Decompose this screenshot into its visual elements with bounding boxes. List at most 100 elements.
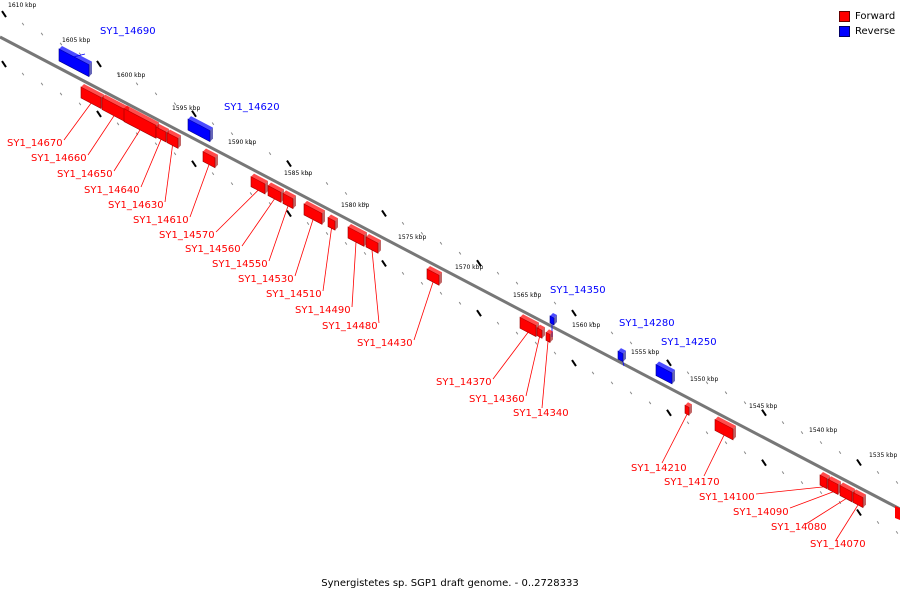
gene-label-sy1_14660[interactable]: SY1_14660 [31,153,87,164]
minor-tick [401,271,405,275]
gene-feature-top [59,45,92,65]
minor-tick [268,152,272,156]
gene-feature-side [265,180,268,194]
gene-label-sy1_14510[interactable]: SY1_14510 [266,289,322,300]
gene-feature-side [863,494,866,508]
gene-label-sy1_14620[interactable]: SY1_14620 [224,102,280,113]
gene-label-sy1_14530[interactable]: SY1_14530 [238,274,294,285]
gene-feature-top [656,361,675,373]
gene-label-sy1_14490[interactable]: SY1_14490 [295,305,351,316]
gene-label-sy1_14360[interactable]: SY1_14360 [469,394,525,405]
gene-label-sy1_14350[interactable]: SY1_14350 [550,285,606,296]
gene-feature-top [550,312,557,319]
gene-label-sy1_14550[interactable]: SY1_14550 [212,259,268,270]
genome-caption: Synergistetes sp. SGP1 draft genome. - 0… [321,578,579,589]
leader-line [703,435,725,477]
minor-tick [458,251,462,255]
gene-feature-top [537,324,545,331]
gene-label-sy1_14690[interactable]: SY1_14690 [100,26,156,37]
gene-label-sy1_14170[interactable]: SY1_14170 [664,477,720,488]
gene-feature-top [840,482,855,492]
minor-tick [59,42,63,46]
minor-tick [249,192,253,196]
coordinate-label: 1550 kbp [690,376,718,383]
gene-label-sy1_14210[interactable]: SY1_14210 [631,463,687,474]
coordinate-label: 1610 kbp [8,2,36,9]
gene-label-sy1_14280[interactable]: SY1_14280 [619,318,675,329]
major-tick [191,160,197,168]
gene-feature-top [427,265,442,276]
minor-tick [344,191,348,195]
minor-tick [515,331,519,335]
minor-tick [800,431,804,435]
gene-label-sy1_14610[interactable]: SY1_14610 [133,215,189,226]
gene-label-sy1_14100[interactable]: SY1_14100 [699,492,755,503]
leader-line [541,341,549,409]
gene-label-sy1_14080[interactable]: SY1_14080 [771,522,827,533]
leader-line [113,129,141,172]
minor-tick [724,391,728,395]
minor-tick [325,232,329,235]
gene-feature-side [210,127,213,142]
minor-tick [363,201,367,205]
coordinate-labels: 1610 kbp 1605 kbp 1600 kbp 1595 kbp 1590 kbp… [8,2,897,459]
gene-feature-top [618,348,626,354]
leader-line [789,491,834,509]
gene-label-sy1_14640[interactable]: SY1_14640 [84,185,140,196]
gene-label-sy1_14630[interactable]: SY1_14630 [108,200,164,211]
minor-tick [895,530,899,534]
gene-label-sy1_14090[interactable]: SY1_14090 [733,507,789,518]
minor-tick [249,142,253,146]
leader-line [805,498,847,525]
gene-feature-side [322,210,325,225]
gene-label-sy1_14070[interactable]: SY1_14070 [810,539,866,550]
minor-tick [401,221,405,225]
gene-label-sy1_14570[interactable]: SY1_14570 [159,230,215,241]
gene-label-sy1_14560[interactable]: SY1_14560 [185,244,241,255]
minor-tick [173,102,177,106]
minor-tick [895,480,899,484]
major-tick [381,209,387,217]
major-tick [761,459,767,467]
minor-tick [40,82,44,86]
gene-label-sy1_14250[interactable]: SY1_14250 [661,337,717,348]
minor-tick [743,401,747,405]
gene-feature-top [283,190,296,199]
gene-label-sy1_14480[interactable]: SY1_14480 [322,321,378,332]
minor-tick [553,351,557,355]
minor-tick [705,381,709,385]
major-tick [381,259,387,267]
leader-line [268,205,289,262]
minor-tick [534,341,538,345]
gene-label-sy1_14340[interactable]: SY1_14340 [513,408,569,419]
gene-label-sy1_14370[interactable]: SY1_14370 [436,377,492,388]
minor-tick [439,291,443,295]
minor-tick [838,451,842,455]
gene-label-sy1_14650[interactable]: SY1_14650 [57,169,113,180]
gene-feature-side [178,135,181,149]
minor-tick [553,301,557,305]
gene-label-sy1_14430[interactable]: SY1_14430 [357,338,413,349]
minor-tick [591,321,595,325]
minor-tick [724,441,728,445]
minor-tick [819,491,823,495]
gene-feature-top [203,148,218,158]
minor-tick [420,281,424,285]
minor-tick [819,441,823,445]
gene-feature-top [188,116,213,131]
leader-line [215,190,259,233]
minor-tick [876,470,880,474]
leader-line [371,250,380,324]
gene-feature-side [672,369,675,384]
minor-tick [325,182,329,185]
gene-feature-top [328,214,338,222]
major-tick [761,409,767,417]
minor-tick [705,431,709,435]
major-tick [856,508,862,517]
minor-tick [363,251,367,255]
minor-tick [344,241,348,245]
minor-tick [211,122,215,126]
genome-backbone [0,35,900,511]
gene-label-sy1_14670[interactable]: SY1_14670 [7,138,63,149]
gene-feature-side [378,240,381,254]
